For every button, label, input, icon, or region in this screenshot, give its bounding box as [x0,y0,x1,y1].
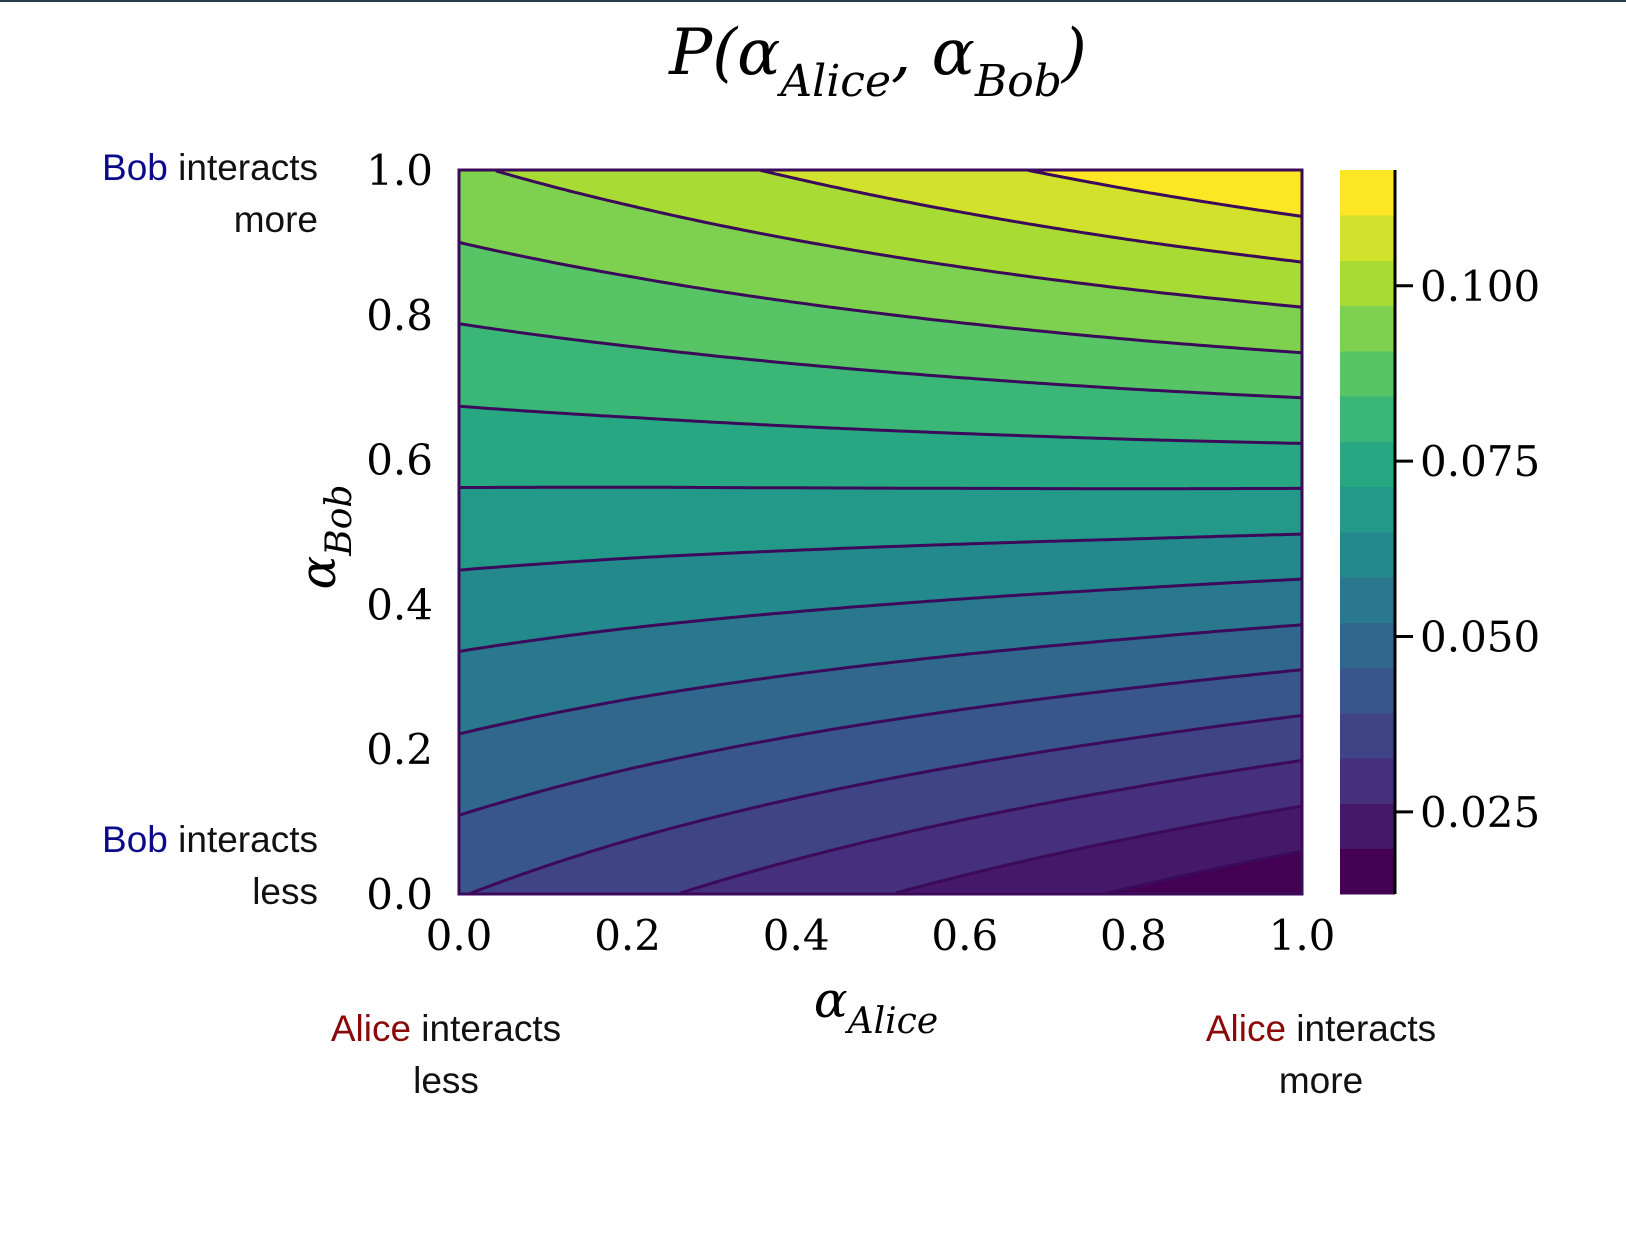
y-tick-label: 1.0 [366,146,433,195]
annotation-bob-more: Bob interacts more [0,142,318,246]
alice-label: Alice [1205,1008,1287,1049]
contour-line [458,404,1303,445]
contour-line [459,485,1302,491]
colorbar-band [1340,214,1395,261]
colorbar: 0.025 0.050 0.075 0.100 [1340,170,1540,895]
annotation-bob-less: Bob interacts less [0,814,318,918]
x-tick-label: 0.4 [763,911,830,960]
colorbar-band [1340,803,1395,849]
chart-title: P(αAlice, αBob) [668,16,1087,107]
colorbar-band [1340,441,1395,487]
x-tick-label: 0.0 [426,911,493,960]
colorbar-band [1340,576,1395,623]
colorbar-band [1340,170,1395,216]
colorbar-tick-label: 0.050 [1420,613,1540,662]
annotation-text: more [233,199,318,240]
colorbar-band [1340,486,1395,533]
x-tick-label: 0.8 [1100,911,1167,960]
colorbar-band [1340,351,1395,397]
y-tick-label: 0.4 [366,580,433,629]
colorbar-tick-label: 0.075 [1420,437,1540,486]
y-tick-label: 0.6 [366,436,433,485]
contour-line [458,668,1303,817]
annotation-text: less [252,871,318,912]
x-tick-label: 0.2 [594,911,661,960]
colorbar-band [1340,305,1395,352]
x-axis-label: αAlice [814,971,938,1042]
contour-line [495,169,1303,309]
x-tick-label: 1.0 [1269,911,1336,960]
contour-bands [458,169,1303,895]
y-axis-label: αBob [289,485,360,590]
contour-line [679,758,1303,895]
colorbar-band [1340,260,1395,306]
annotation-text: interacts [411,1008,562,1049]
contour-line [895,804,1303,895]
colorbar-band [1340,532,1395,578]
contour-line [1106,849,1303,895]
y-tick-labels: 0.0 0.2 0.4 0.6 0.8 1.0 [366,146,433,919]
contour-line [458,322,1303,400]
annotation-text: interacts [167,819,318,860]
colorbar-tick-label: 0.100 [1420,262,1540,311]
colorbar-band [1340,848,1395,895]
annotation-text: less [413,1060,479,1101]
y-tick-label: 0.2 [366,725,433,774]
annotation-text: interacts [167,147,318,188]
contour-line [458,532,1303,572]
alice-label: Alice [330,1008,412,1049]
y-tick-label: 0.0 [366,870,433,919]
colorbar-tick-label: 0.025 [1420,788,1540,837]
colorbar-band [1340,713,1395,759]
annotation-text: interacts [1286,1008,1437,1049]
contour-lines [458,168,1303,896]
contour-line [458,240,1303,355]
contour-line [458,577,1303,653]
colorbar-band [1340,757,1395,804]
bob-label: Bob [102,147,168,188]
y-tick-label: 0.8 [366,291,433,340]
contour-line [758,168,1303,264]
plot-frame [457,168,1304,896]
colorbar-band [1340,622,1395,668]
bob-label: Bob [102,819,168,860]
colorbar-band [1340,667,1395,714]
annotation-text: more [1278,1060,1364,1101]
annotation-alice-less: Alice interacts less [246,1003,646,1107]
contour-line [458,623,1303,736]
x-tick-labels: 0.0 0.2 0.4 0.6 0.8 1.0 [426,911,1336,960]
colorbar-band [1340,395,1395,442]
x-tick-label: 0.6 [931,911,998,960]
annotation-alice-more: Alice interacts more [1121,1003,1521,1107]
contour-line [1027,168,1303,218]
contour-line [468,714,1303,896]
